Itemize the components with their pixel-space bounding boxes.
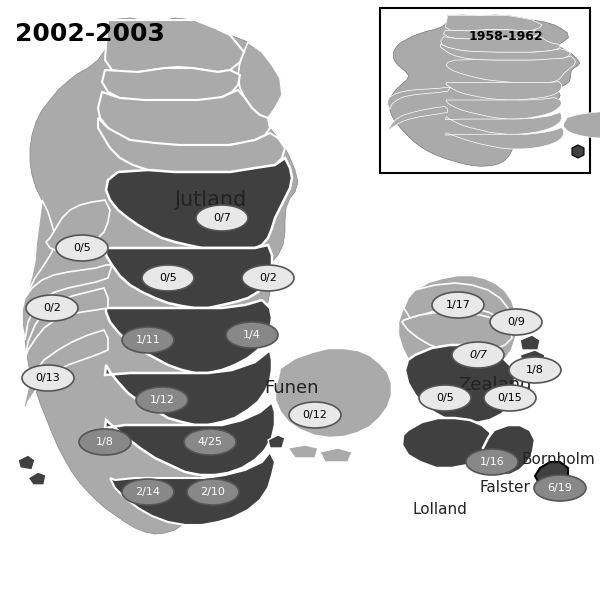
Polygon shape (389, 15, 580, 166)
Polygon shape (268, 435, 285, 448)
Text: 0/5: 0/5 (73, 243, 91, 253)
Polygon shape (24, 330, 108, 412)
Polygon shape (446, 81, 562, 100)
Polygon shape (22, 265, 112, 340)
Ellipse shape (184, 429, 236, 455)
Text: 0/2: 0/2 (43, 303, 61, 313)
Polygon shape (445, 15, 542, 31)
Polygon shape (106, 158, 292, 248)
Polygon shape (105, 20, 244, 72)
Text: Lolland: Lolland (413, 503, 467, 517)
Text: 0/7: 0/7 (469, 350, 487, 360)
Polygon shape (398, 275, 518, 382)
Polygon shape (483, 425, 535, 475)
Polygon shape (563, 112, 600, 138)
Ellipse shape (122, 479, 174, 505)
Polygon shape (238, 42, 282, 118)
Text: 1/4: 1/4 (243, 330, 261, 340)
Text: 1/8: 1/8 (526, 365, 544, 375)
Polygon shape (105, 350, 272, 425)
Ellipse shape (242, 265, 294, 291)
Ellipse shape (432, 292, 484, 318)
Bar (380, 8, 590, 173)
Ellipse shape (226, 322, 278, 348)
Polygon shape (106, 245, 272, 308)
Polygon shape (110, 452, 275, 525)
Polygon shape (405, 345, 515, 423)
Text: 1/12: 1/12 (149, 395, 175, 405)
Polygon shape (520, 335, 540, 350)
Ellipse shape (122, 327, 174, 353)
Polygon shape (18, 455, 35, 470)
Polygon shape (98, 118, 285, 172)
Text: 1/17: 1/17 (446, 300, 470, 310)
Ellipse shape (187, 479, 239, 505)
Ellipse shape (136, 387, 188, 413)
Ellipse shape (452, 342, 504, 368)
Polygon shape (389, 106, 448, 131)
Polygon shape (105, 402, 275, 475)
Polygon shape (443, 30, 539, 39)
Text: 0/12: 0/12 (302, 410, 328, 420)
Polygon shape (440, 45, 571, 60)
Text: 2/10: 2/10 (200, 487, 226, 497)
Polygon shape (404, 283, 508, 320)
Polygon shape (28, 472, 46, 485)
Text: 0/5: 0/5 (159, 273, 177, 283)
Polygon shape (445, 112, 562, 134)
Polygon shape (402, 312, 512, 352)
Text: Zealand: Zealand (458, 376, 532, 394)
Ellipse shape (490, 309, 542, 335)
Text: Jutland: Jutland (174, 190, 246, 210)
Text: 4/25: 4/25 (197, 437, 223, 447)
Polygon shape (388, 87, 451, 109)
Text: 0/7: 0/7 (213, 213, 231, 223)
Ellipse shape (466, 449, 518, 475)
Text: 6/19: 6/19 (548, 483, 572, 493)
Polygon shape (288, 445, 318, 458)
Text: Falster: Falster (479, 481, 530, 495)
Text: 0/2: 0/2 (259, 273, 277, 283)
Polygon shape (446, 56, 575, 83)
Text: 1/16: 1/16 (479, 457, 505, 467)
Ellipse shape (196, 205, 248, 231)
Ellipse shape (419, 385, 471, 411)
Ellipse shape (56, 235, 108, 261)
Text: 0/5: 0/5 (436, 393, 454, 403)
Polygon shape (520, 350, 545, 368)
Ellipse shape (22, 365, 74, 391)
Polygon shape (572, 145, 584, 158)
Ellipse shape (509, 357, 561, 383)
Ellipse shape (142, 265, 194, 291)
Polygon shape (22, 288, 108, 378)
Polygon shape (402, 418, 492, 468)
Polygon shape (446, 97, 562, 119)
Text: 2002-2003: 2002-2003 (15, 22, 165, 46)
Text: 0/13: 0/13 (35, 373, 61, 383)
Text: 1958-1962: 1958-1962 (469, 30, 544, 43)
Text: 2/14: 2/14 (136, 487, 161, 497)
Polygon shape (25, 200, 56, 307)
Ellipse shape (26, 295, 78, 321)
Polygon shape (440, 36, 560, 52)
Polygon shape (535, 462, 568, 490)
Text: 1/8: 1/8 (96, 437, 114, 447)
Ellipse shape (534, 475, 586, 501)
Polygon shape (320, 448, 352, 462)
Text: 0/15: 0/15 (497, 393, 523, 403)
Ellipse shape (289, 402, 341, 428)
Polygon shape (102, 68, 240, 100)
Polygon shape (275, 348, 392, 438)
Ellipse shape (79, 429, 131, 455)
Text: Funen: Funen (265, 379, 319, 397)
Polygon shape (46, 200, 110, 252)
Polygon shape (24, 18, 298, 534)
Polygon shape (106, 300, 272, 373)
Polygon shape (98, 90, 270, 145)
Text: 1/11: 1/11 (136, 335, 160, 345)
Text: Bornholm: Bornholm (521, 453, 595, 467)
Ellipse shape (484, 385, 536, 411)
Polygon shape (445, 128, 563, 149)
Text: 0/9: 0/9 (507, 317, 525, 327)
